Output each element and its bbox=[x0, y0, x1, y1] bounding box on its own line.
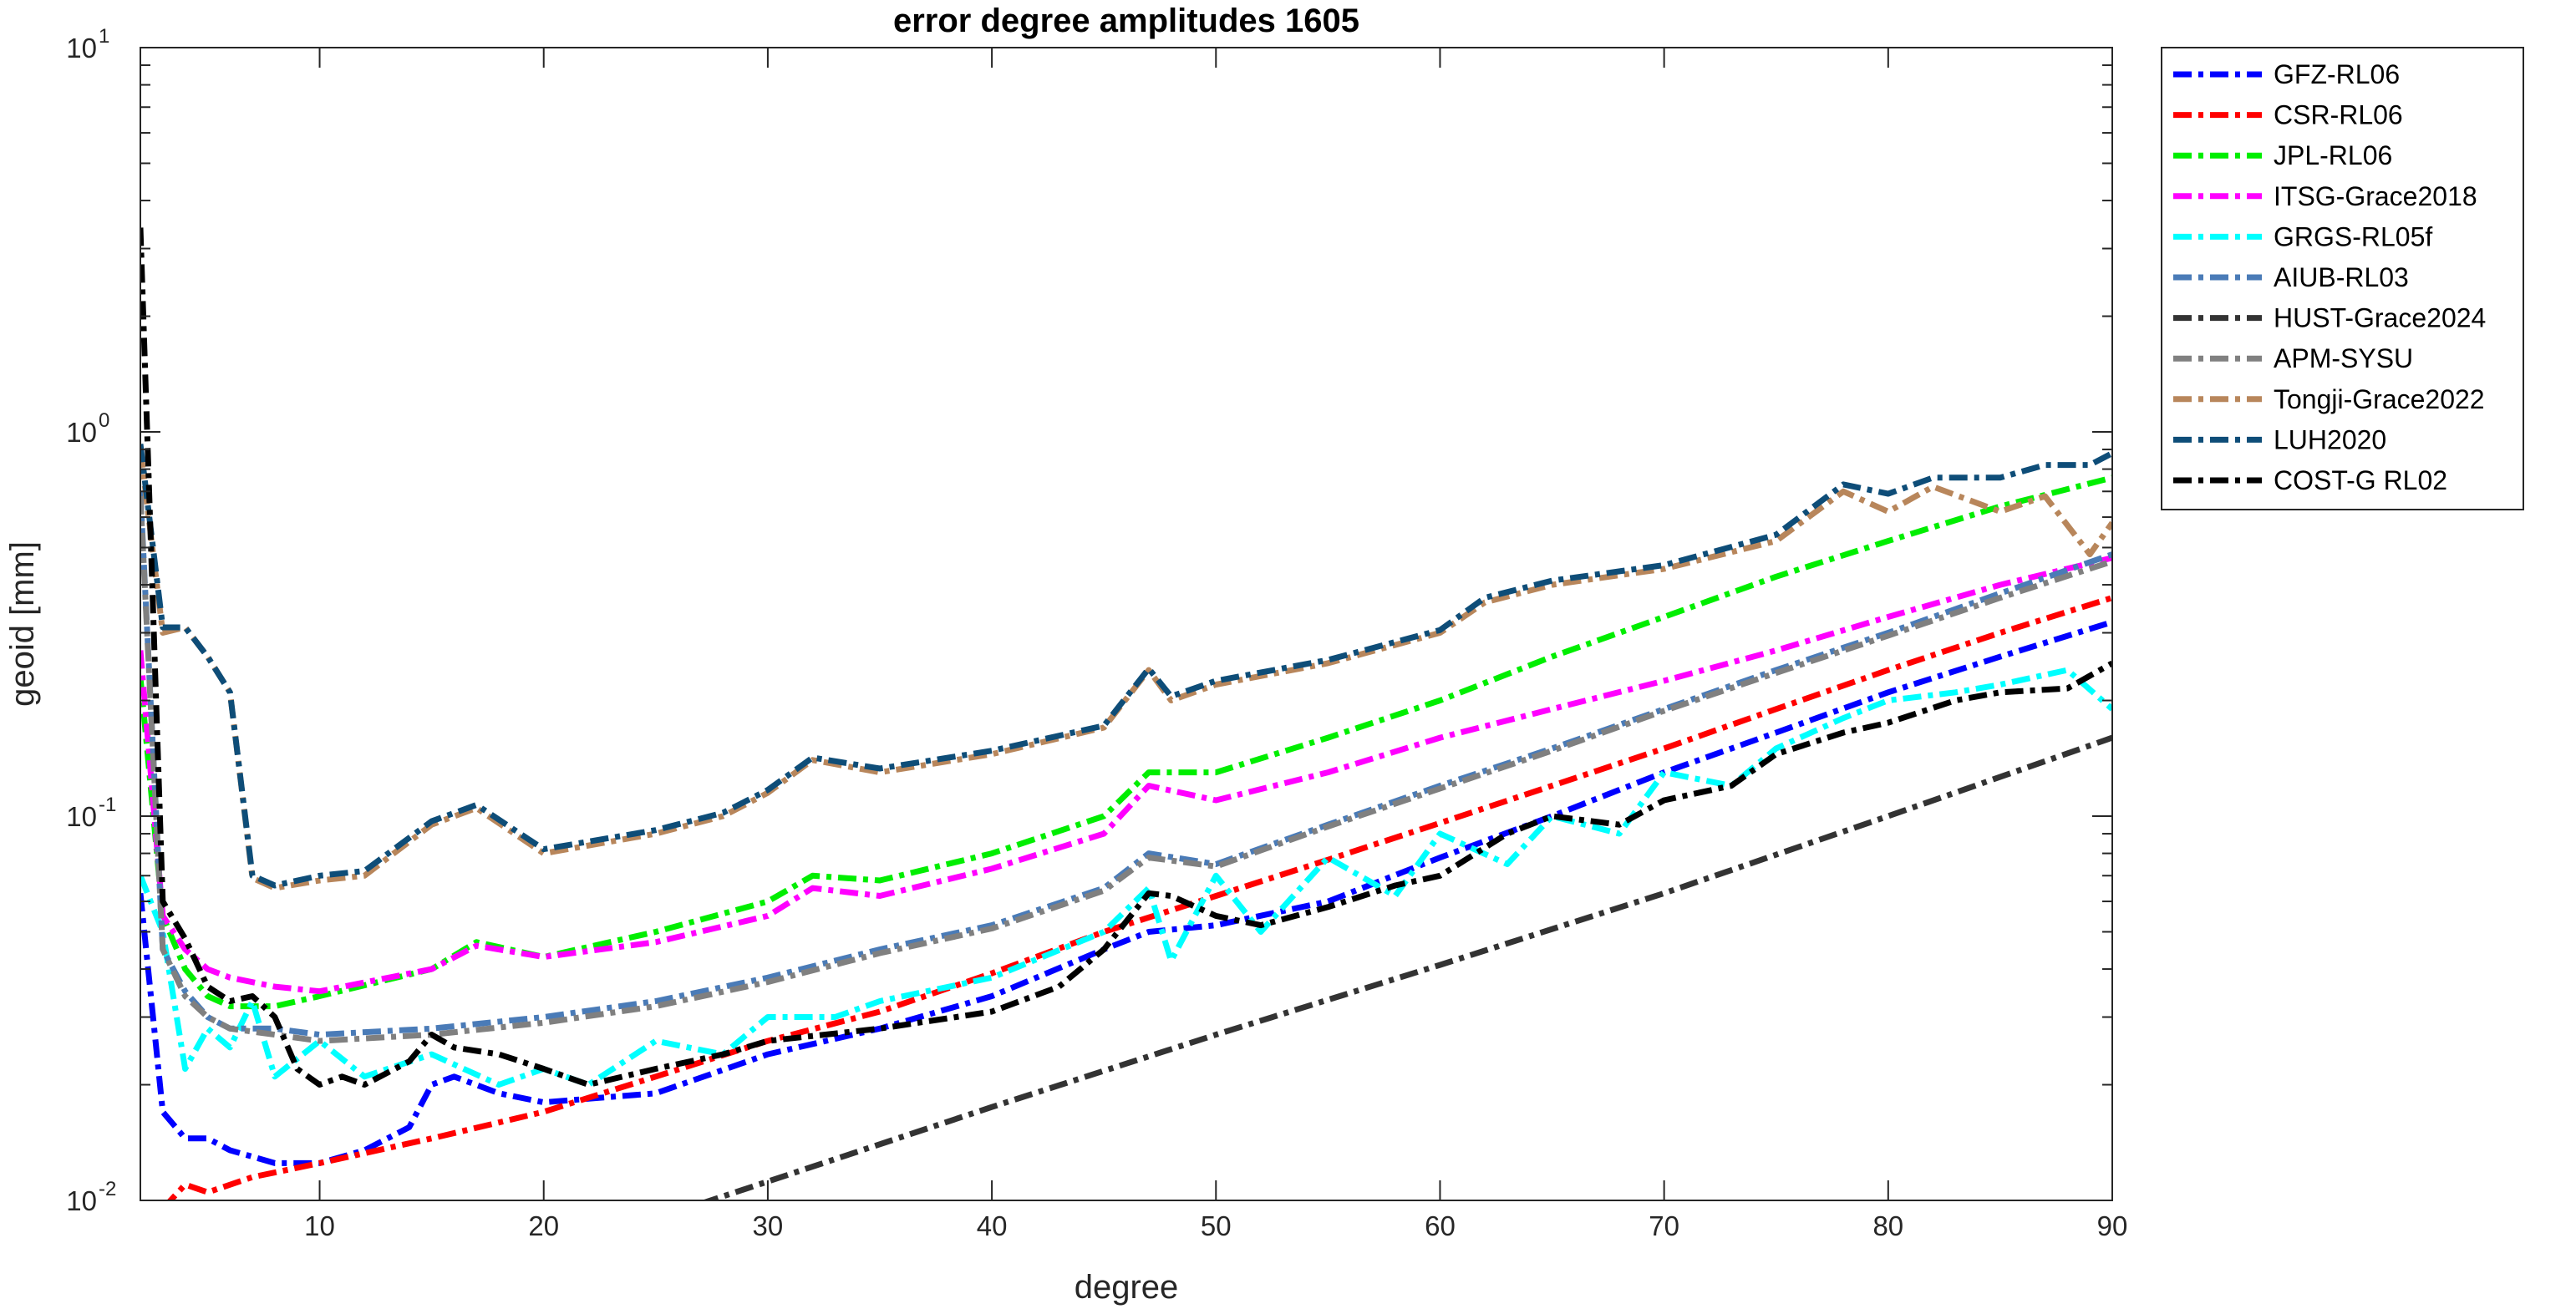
series-line-3 bbox=[140, 555, 2112, 995]
x-axis-label: degree bbox=[1075, 1269, 1179, 1306]
y-tick-exponent-0: -2 bbox=[99, 1178, 116, 1200]
y-tick-base-0: 10 bbox=[66, 1185, 97, 1216]
x-tick-label-2: 30 bbox=[753, 1210, 784, 1241]
y-tick-exponent-3: 1 bbox=[99, 25, 109, 48]
legend-label-8: Tongji-Grace2022 bbox=[2274, 384, 2485, 414]
y-tick-label-2: 10 0 bbox=[66, 409, 109, 448]
legend-label-0: GFZ-RL06 bbox=[2274, 59, 2400, 89]
legend-label-3: ITSG-Grace2018 bbox=[2274, 181, 2477, 211]
chart-title: error degree amplitudes 1605 bbox=[893, 3, 1359, 39]
legend-label-9: LUH2020 bbox=[2274, 424, 2386, 454]
x-tick-label-3: 40 bbox=[977, 1210, 1008, 1241]
series-line-9 bbox=[140, 444, 2112, 889]
x-tick-label-0: 10 bbox=[304, 1210, 335, 1241]
y-tick-base-1: 10 bbox=[66, 801, 97, 832]
legend-label-2: JPL-RL06 bbox=[2274, 140, 2392, 170]
series-line-4 bbox=[140, 667, 2112, 1088]
x-tick-label-1: 20 bbox=[528, 1210, 559, 1241]
series-line-10 bbox=[140, 227, 2112, 1088]
x-tick-label-4: 50 bbox=[1201, 1210, 1232, 1241]
y-tick-exponent-1: -1 bbox=[99, 794, 116, 816]
legend-label-6: HUST-Grace2024 bbox=[2274, 303, 2486, 333]
legend-label-7: APM-SYSU bbox=[2274, 343, 2413, 373]
x-tick-label-7: 80 bbox=[1872, 1210, 1903, 1241]
series-line-7 bbox=[140, 495, 2112, 1044]
y-tick-label-1: 10 -1 bbox=[66, 794, 116, 832]
legend: GFZ-RL06 CSR-RL06 JPL-RL06 ITSG-Grace2018 GR… bbox=[2161, 47, 2524, 510]
y-tick-base-2: 10 bbox=[66, 417, 97, 448]
series-layer bbox=[140, 227, 2112, 1200]
plot-frame bbox=[140, 47, 2113, 1201]
x-tick-label-6: 70 bbox=[1649, 1210, 1679, 1241]
series-line-1 bbox=[166, 595, 2112, 1200]
legend-label-4: GRGS-RL05f bbox=[2274, 221, 2432, 251]
y-tick-label-0: 10 -2 bbox=[66, 1178, 116, 1216]
legend-label-10: COST-G RL02 bbox=[2274, 465, 2447, 495]
y-axis-label: geoid [mm] bbox=[4, 541, 41, 707]
y-tick-exponent-2: 0 bbox=[99, 409, 109, 432]
legend-label-1: CSR-RL06 bbox=[2274, 100, 2403, 130]
x-tick-label-8: 90 bbox=[2097, 1210, 2128, 1241]
y-tick-label-3: 10 1 bbox=[66, 25, 109, 63]
y-tick-base-3: 10 bbox=[66, 33, 97, 63]
series-line-2 bbox=[140, 474, 2112, 1010]
x-tick-label-5: 60 bbox=[1425, 1210, 1456, 1241]
legend-label-5: AIUB-RL03 bbox=[2274, 262, 2409, 292]
